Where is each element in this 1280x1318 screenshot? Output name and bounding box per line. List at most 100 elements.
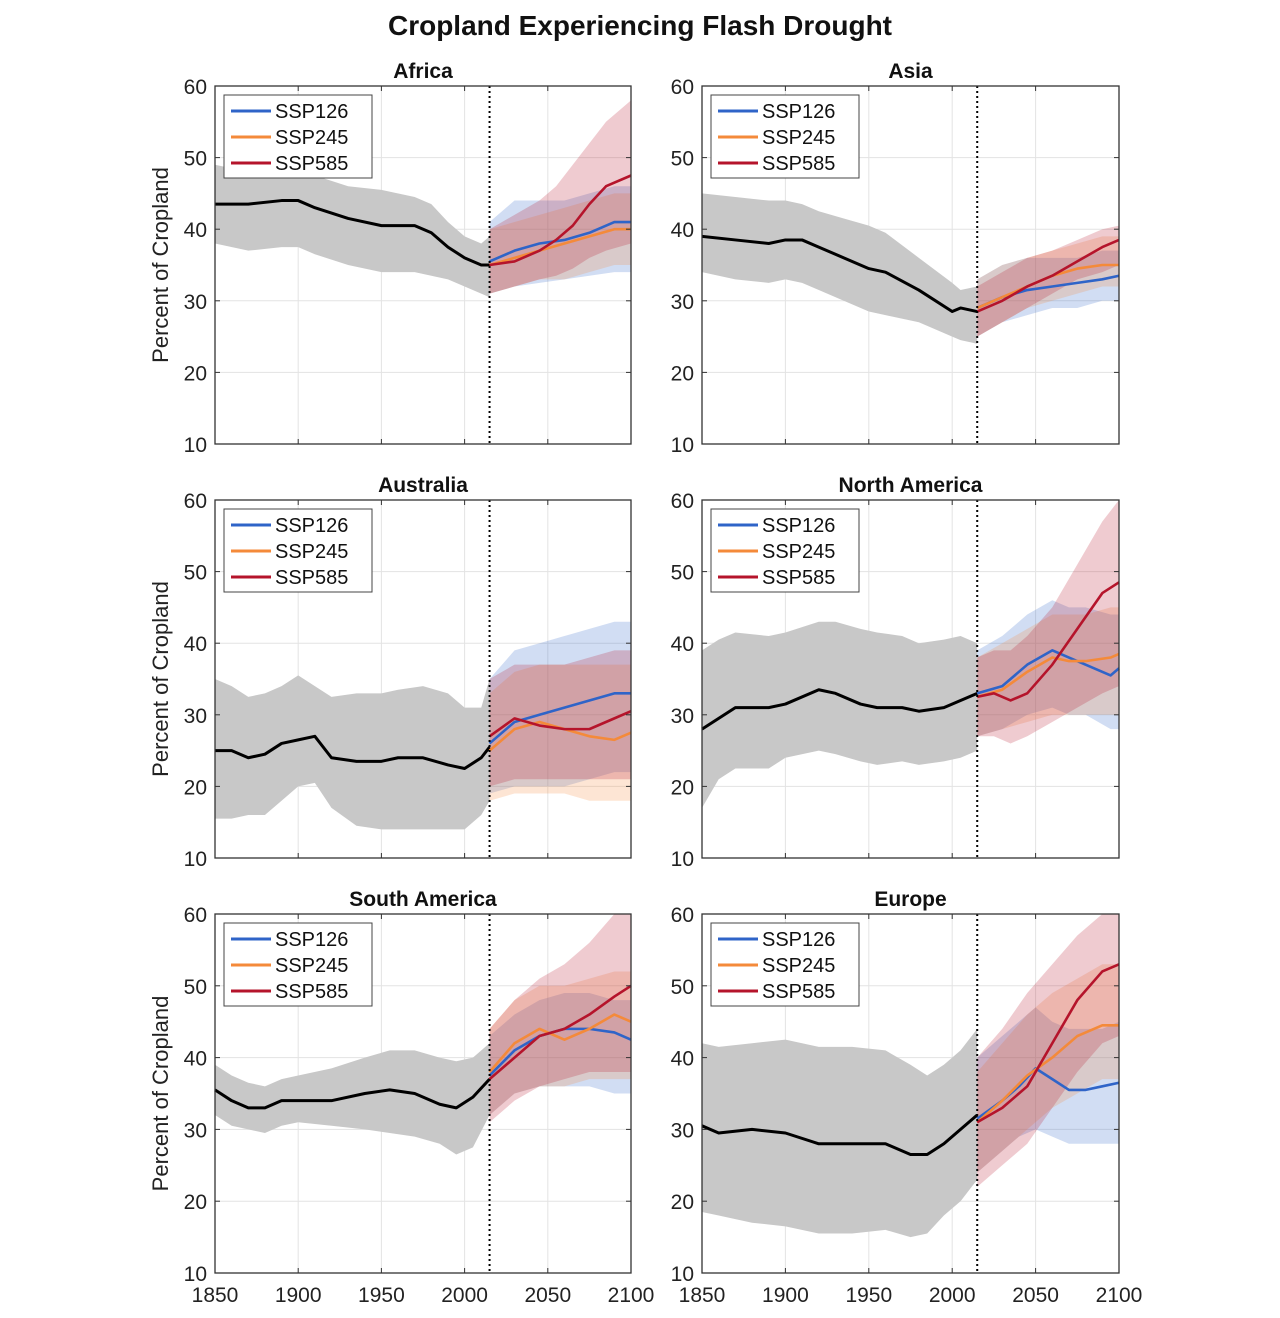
- line-ssp245: [488, 1013, 632, 1073]
- line-ssp585: [489, 174, 632, 267]
- band-ssp126: [977, 1007, 1119, 1173]
- plot-frame: [214, 913, 632, 1274]
- line-historical: [215, 734, 491, 770]
- y-tick-label: 20: [184, 776, 207, 799]
- line-ssp585: [976, 963, 1120, 1124]
- y-tick-label: 20: [671, 362, 694, 385]
- panel-title: South America: [349, 888, 497, 911]
- line-historical: [214, 1078, 491, 1110]
- band-historical: [702, 621, 978, 808]
- line-ssp585: [488, 984, 632, 1081]
- y-tick-label: 40: [184, 219, 207, 242]
- y-tick-label: 30: [671, 705, 694, 728]
- line-ssp585: [976, 238, 1120, 313]
- y-tick-label: 10: [184, 1263, 207, 1286]
- y-tick-label: 60: [671, 904, 694, 927]
- band-ssp245: [977, 607, 1119, 737]
- band-ssp245: [977, 964, 1119, 1173]
- y-axis-label: Percent of Cropland: [148, 996, 173, 1192]
- x-tick-label: 1850: [192, 1284, 239, 1307]
- x-tick-label: 1850: [679, 1284, 726, 1307]
- figure-title: Cropland Experiencing Flash Drought: [387, 10, 893, 41]
- y-tick-label: 40: [671, 219, 694, 242]
- line-historical: [701, 688, 978, 731]
- panel-asia: 10 20 30 40 50 60 Asia SSP126 SSP245 SSP585: [671, 60, 1120, 457]
- line-ssp585: [976, 581, 1120, 702]
- band-historical: [702, 193, 978, 344]
- legend: SSP126 SSP245 SSP585: [223, 508, 373, 593]
- y-tick-label: 50: [671, 562, 694, 585]
- y-tick-label: 60: [184, 904, 207, 927]
- band-ssp245: [489, 971, 631, 1116]
- x-tick-label: 2050: [524, 1284, 571, 1307]
- legend-label-ssp126: SSP126: [275, 515, 348, 537]
- y-tick-label: 60: [671, 490, 694, 513]
- band-historical: [215, 1043, 490, 1155]
- x-tick-label: 2050: [1012, 1284, 1059, 1307]
- plot-frame: [701, 499, 1120, 859]
- y-tick-label: 20: [184, 1191, 207, 1214]
- legend-label-ssp585: SSP585: [275, 153, 348, 175]
- legend-label-ssp585: SSP585: [275, 981, 348, 1003]
- legend: SSP126 SSP245 SSP585: [710, 922, 860, 1007]
- band-ssp585: [977, 225, 1119, 337]
- line-ssp585: [488, 710, 632, 738]
- panel-title: Africa: [393, 60, 453, 83]
- line-historical: [215, 199, 490, 267]
- y-tick-label: 40: [671, 1048, 694, 1071]
- y-tick-label: 30: [184, 291, 207, 314]
- legend: SSP126 SSP245 SSP585: [223, 94, 373, 179]
- x-tick-label: 1950: [845, 1284, 892, 1307]
- y-tick-label: 10: [671, 848, 694, 871]
- panel-australia: 10 20 30 40 50 60 Australia Percent of Cropland…: [148, 474, 632, 871]
- y-tick-label: 60: [184, 76, 207, 99]
- band-ssp585: [489, 100, 631, 294]
- y-tick-label: 30: [671, 291, 694, 314]
- y-axis-label: Percent of Cropland: [148, 581, 173, 777]
- y-tick-label: 10: [671, 1263, 694, 1286]
- y-tick-label: 50: [671, 148, 694, 171]
- panel-title: Europe: [874, 888, 946, 911]
- x-tick-label: 1950: [358, 1284, 405, 1307]
- legend-label-ssp245: SSP245: [762, 955, 835, 977]
- y-tick-label: 40: [184, 633, 207, 656]
- y-tick-label: 30: [184, 705, 207, 728]
- y-tick-label: 20: [671, 776, 694, 799]
- plot-frame: [214, 85, 632, 445]
- x-tick-label: 1900: [762, 1284, 809, 1307]
- line-ssp245: [976, 652, 1120, 699]
- legend-label-ssp126: SSP126: [275, 101, 348, 123]
- legend-label-ssp126: SSP126: [762, 515, 835, 537]
- y-tick-label: 30: [671, 1119, 694, 1142]
- x-tick-label: 1900: [275, 1284, 322, 1307]
- legend: SSP126 SSP245 SSP585: [710, 508, 860, 593]
- y-tick-label: 50: [184, 976, 207, 999]
- panel-title: Australia: [378, 474, 468, 497]
- line-ssp126: [489, 220, 631, 263]
- y-tick-label: 40: [671, 633, 694, 656]
- y-axis-label: Percent of Cropland: [148, 167, 173, 363]
- x-tick-label: 2100: [1096, 1284, 1143, 1307]
- legend-label-ssp126: SSP126: [762, 101, 835, 123]
- legend-label-ssp126: SSP126: [275, 929, 348, 951]
- band-ssp585: [489, 650, 631, 787]
- y-tick-label: 50: [184, 148, 207, 171]
- plot-frame: [701, 913, 1120, 1274]
- x-tick-label: 2100: [608, 1284, 655, 1307]
- y-tick-label: 10: [184, 848, 207, 871]
- y-tick-label: 10: [671, 434, 694, 457]
- y-tick-label: 10: [184, 434, 207, 457]
- legend-label-ssp585: SSP585: [275, 567, 348, 589]
- legend-label-ssp245: SSP245: [275, 127, 348, 149]
- line-ssp245: [976, 1023, 1119, 1124]
- line-historical: [701, 234, 978, 314]
- band-ssp126: [977, 250, 1119, 337]
- panel-title: Asia: [888, 60, 933, 83]
- x-tick-label: 2000: [929, 1284, 976, 1307]
- legend-label-ssp585: SSP585: [762, 567, 835, 589]
- band-ssp126: [489, 992, 631, 1116]
- y-tick-label: 60: [671, 76, 694, 99]
- y-tick-label: 60: [184, 490, 207, 513]
- line-historical: [701, 1113, 979, 1157]
